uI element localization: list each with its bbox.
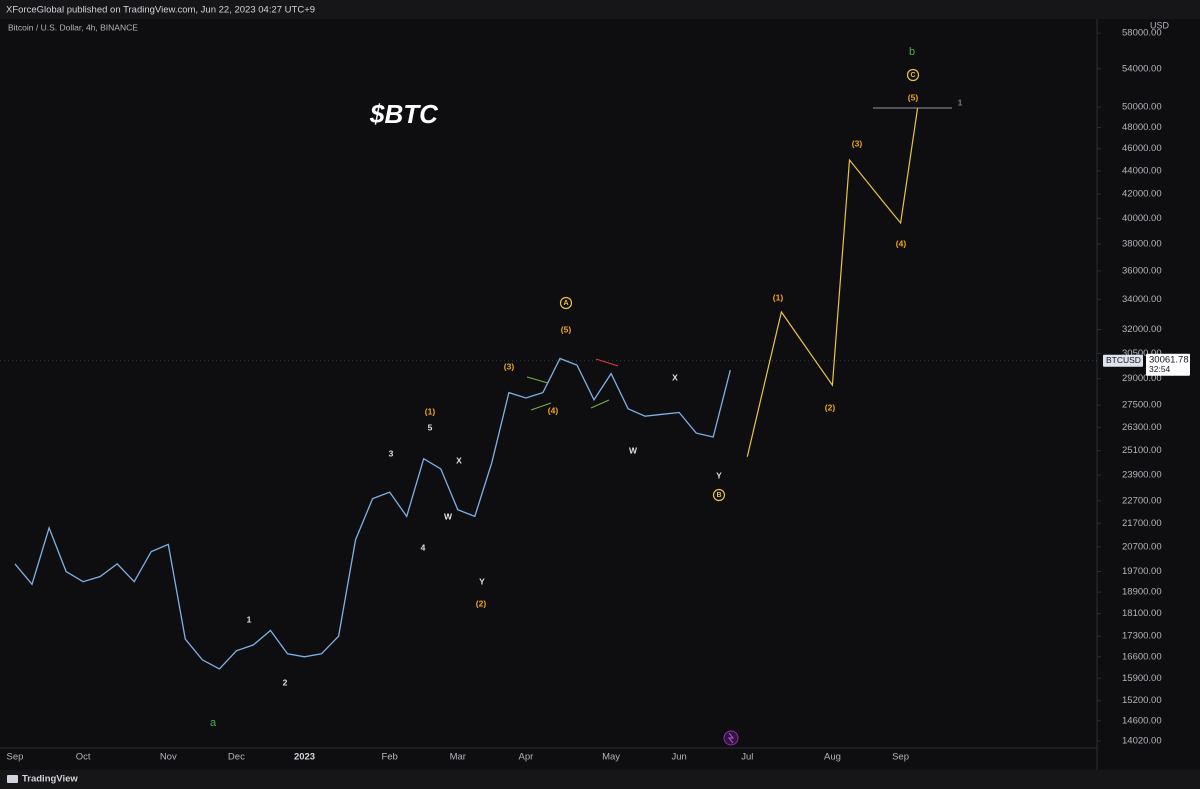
- brand: TradingView: [22, 774, 78, 785]
- y-tick-label: 16600.00: [1122, 651, 1162, 662]
- y-tick-label: 25100.00: [1122, 445, 1162, 456]
- x-tick-label: Feb: [381, 752, 397, 763]
- wave-label: A: [563, 300, 568, 307]
- price-axis: [1098, 19, 1200, 770]
- wave-label: 1: [247, 614, 252, 624]
- x-tick-label: May: [602, 752, 620, 763]
- y-tick-label: 36000.00: [1122, 265, 1162, 276]
- wave-label: B: [716, 492, 721, 499]
- y-tick-label: 34000.00: [1122, 294, 1162, 305]
- currency-label: USD: [1150, 20, 1170, 30]
- x-tick-label: Mar: [450, 752, 466, 763]
- wave-label: b: [909, 46, 915, 58]
- wave-label: 4: [421, 542, 426, 552]
- wave-label: 3: [389, 448, 394, 458]
- y-tick-label: 18100.00: [1122, 608, 1162, 619]
- x-tick-label: Jun: [672, 752, 687, 763]
- x-tick-label: Aug: [824, 752, 841, 763]
- wave-label: (5): [561, 324, 572, 334]
- wave-label: (4): [548, 405, 559, 415]
- wave-label: Y: [716, 470, 722, 480]
- wave-label: a: [210, 717, 217, 729]
- pattern-line: [590, 399, 610, 409]
- x-tick-label: Jul: [741, 752, 753, 763]
- y-tick-label: 32000.00: [1122, 324, 1162, 335]
- brand-logo: [7, 775, 18, 783]
- y-tick-label: 21700.00: [1122, 518, 1162, 529]
- wave-label: (1): [425, 406, 436, 416]
- wave-label: (4): [896, 238, 907, 248]
- wave-label: (3): [852, 138, 863, 148]
- y-tick-label: 17300.00: [1122, 631, 1162, 642]
- y-tick-label: 22700.00: [1122, 495, 1162, 506]
- x-tick-label: Apr: [519, 752, 534, 763]
- x-tick-label: Dec: [228, 752, 245, 763]
- wave-label: W: [444, 511, 453, 521]
- wave-label: (2): [825, 402, 836, 412]
- wave-label: 5: [428, 422, 433, 432]
- y-tick-label: 44000.00: [1122, 165, 1162, 176]
- y-tick-label: 54000.00: [1122, 63, 1162, 74]
- wave-label-circle: [906, 68, 920, 82]
- y-tick-label: 19700.00: [1122, 566, 1162, 577]
- price-line: [14, 357, 731, 670]
- symbol-tag: [1103, 354, 1143, 367]
- projection-line: [746, 107, 919, 457]
- y-tick-label: 26300.00: [1122, 422, 1162, 433]
- wave-label: (2): [476, 598, 487, 608]
- wave-label: (3): [504, 361, 515, 371]
- y-tick-label: 15900.00: [1122, 673, 1162, 684]
- wave-label: 2: [283, 677, 288, 687]
- y-tick-label: 46000.00: [1122, 143, 1162, 154]
- last-price-text: 30061.78: [1149, 354, 1189, 365]
- wave-label-circle: [559, 296, 573, 310]
- last-price-tag: [1146, 353, 1190, 376]
- header-bar: [0, 0, 1200, 19]
- x-tick-label: 2023: [294, 752, 315, 763]
- symbol-text: Bitcoin / U.S. Dollar, 4h, BINANCE: [8, 22, 138, 32]
- x-tick-label: Oct: [76, 752, 91, 763]
- y-tick-label: 29000.00: [1122, 373, 1162, 384]
- y-tick-label: 30500.00: [1122, 348, 1162, 359]
- wave-label: (1): [773, 292, 784, 302]
- wave-label: X: [456, 455, 462, 465]
- y-tick-label: 14600.00: [1122, 715, 1162, 726]
- y-tick-label: 27500.00: [1122, 400, 1162, 411]
- countdown-text: 32:54: [1149, 364, 1171, 374]
- pattern-line: [595, 358, 619, 367]
- chart-title: $BTC: [369, 99, 439, 129]
- wave-label: Y: [479, 576, 485, 586]
- header-text: XForceGlobal published on TradingView.co…: [6, 5, 315, 16]
- y-tick-label: 23900.00: [1122, 470, 1162, 481]
- event-icon-bolt: [727, 732, 735, 744]
- footer-bar: [0, 770, 1200, 789]
- y-tick-label: 48000.00: [1122, 122, 1162, 133]
- wave-label-circle: [712, 488, 726, 502]
- x-tick-label: Sep: [892, 752, 909, 763]
- pattern-line: [530, 402, 552, 411]
- y-tick-label: 20700.00: [1122, 541, 1162, 552]
- y-tick-label: 42000.00: [1122, 189, 1162, 200]
- wave-label: C: [910, 72, 915, 79]
- wave-label: X: [672, 372, 678, 382]
- symbol-tag-text: BTCUSD: [1106, 355, 1141, 365]
- y-tick-label: 38000.00: [1122, 238, 1162, 249]
- y-tick-label: 18900.00: [1122, 587, 1162, 598]
- pattern-line: [526, 376, 549, 384]
- y-tick-label: 50000.00: [1122, 102, 1162, 113]
- x-tick-label: Nov: [160, 752, 177, 763]
- y-tick-label: 15200.00: [1122, 695, 1162, 706]
- wave-label: W: [629, 445, 638, 455]
- y-tick-label: 40000.00: [1122, 213, 1162, 224]
- wave-label: 1: [958, 97, 963, 107]
- y-tick-label: 14020.00: [1122, 736, 1162, 747]
- y-tick-label: 58000.00: [1122, 28, 1162, 39]
- wave-label: (5): [908, 92, 919, 102]
- x-tick-label: Sep: [7, 752, 24, 763]
